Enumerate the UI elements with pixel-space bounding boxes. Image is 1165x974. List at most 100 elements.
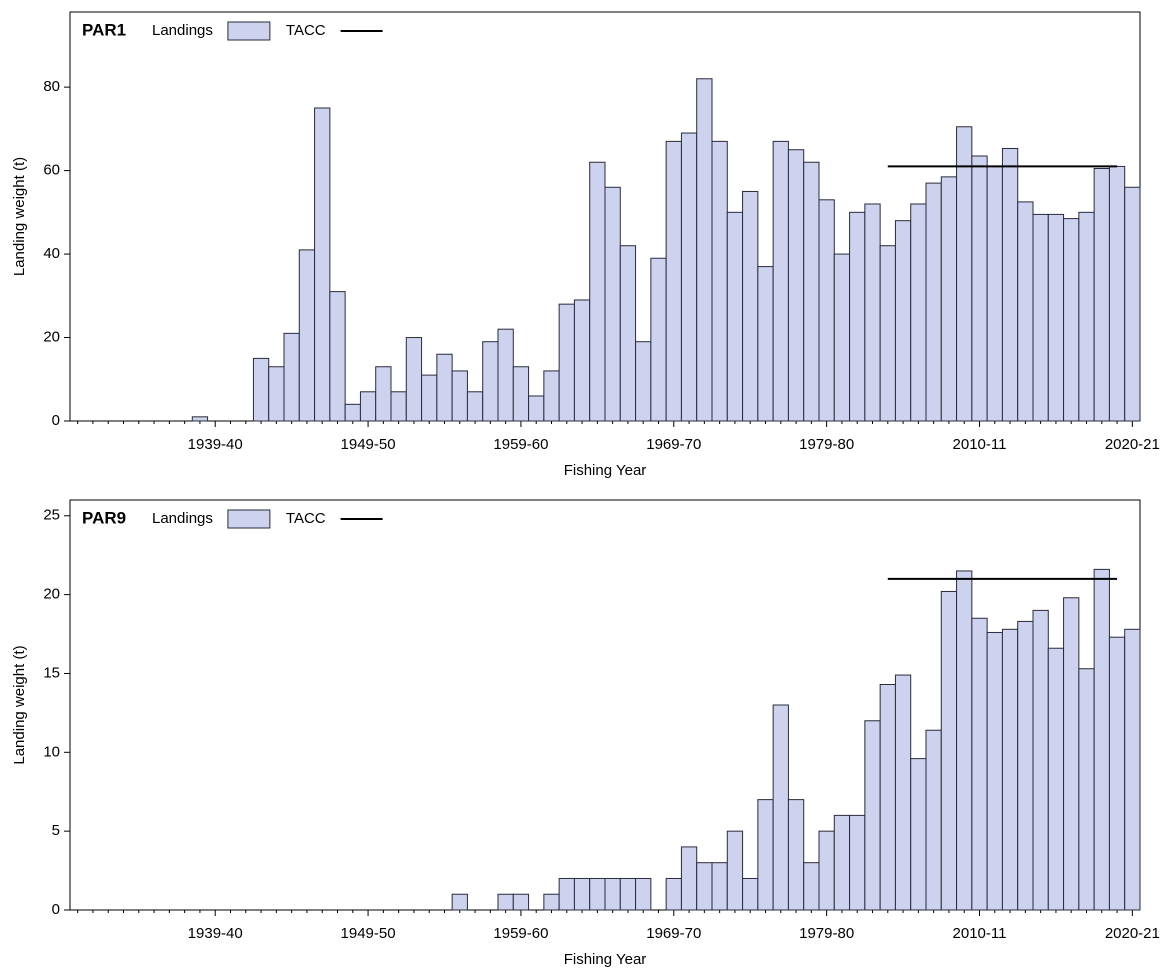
bar [711, 140, 728, 422]
bar [940, 590, 958, 911]
bar [512, 366, 530, 422]
chart-title: PAR1 [82, 20, 126, 39]
bar [252, 357, 270, 422]
bar [665, 877, 682, 911]
bar [1078, 211, 1095, 422]
bar [971, 617, 988, 911]
bar [329, 291, 346, 422]
chart-panel: 0 5 10 15 20 25 1939-40 1949-50 1959-60 1969-70 19… [11, 499, 1160, 968]
bar [1078, 668, 1095, 911]
bar [986, 631, 1003, 911]
bar [925, 729, 942, 911]
y-tick-label: 10 [43, 743, 60, 760]
bar [436, 353, 453, 422]
bar [711, 862, 728, 911]
bar [451, 370, 468, 422]
bar [1124, 628, 1141, 911]
bar [558, 877, 575, 911]
bar [650, 257, 667, 422]
bar [1063, 597, 1080, 911]
bar [849, 211, 866, 422]
x-tick-label: 1949-50 [341, 436, 396, 453]
bar [405, 337, 423, 422]
bar [894, 220, 912, 422]
x-tick-label: 1959-60 [493, 436, 548, 453]
legend-label: TACC [286, 510, 326, 527]
bar [910, 203, 927, 422]
bar [665, 140, 682, 422]
bar [1093, 168, 1110, 422]
bar [1001, 628, 1019, 911]
bar [986, 165, 1003, 422]
bar [925, 182, 942, 422]
bar [772, 704, 789, 911]
y-tick-label: 0 [52, 901, 60, 918]
bar [497, 893, 514, 911]
x-tick-label: 2020-21 [1105, 436, 1160, 453]
y-tick-label: 15 [43, 664, 60, 681]
bar [390, 391, 407, 422]
bar [283, 332, 300, 422]
x-tick-label: 1979-80 [799, 436, 854, 453]
bar [604, 877, 621, 911]
x-tick-label: 1979-80 [799, 925, 854, 942]
bar [298, 249, 316, 422]
bar [940, 176, 958, 422]
bar [497, 328, 514, 422]
bar [680, 846, 698, 911]
bar [1124, 186, 1141, 422]
bar [910, 758, 927, 911]
bar [1017, 620, 1034, 911]
y-axis-label: Landing weight (t) [11, 645, 28, 764]
bar [635, 341, 652, 422]
legend-swatch [227, 509, 271, 529]
bar [589, 161, 606, 422]
bar [604, 186, 621, 422]
bar [864, 203, 881, 422]
bar [543, 370, 560, 422]
bar [894, 674, 912, 911]
x-tick-label: 1949-50 [341, 925, 396, 942]
legend-label: Landings [152, 510, 213, 527]
bar [466, 391, 484, 422]
y-tick-label: 0 [52, 412, 60, 429]
bar [451, 893, 468, 911]
bar [726, 211, 744, 422]
bar [1032, 213, 1049, 422]
bar [344, 403, 361, 422]
bar [635, 877, 652, 911]
x-tick-label: 1939-40 [188, 436, 243, 453]
bar [696, 78, 713, 422]
bar [573, 299, 591, 422]
bar [558, 303, 575, 422]
x-tick-label: 2020-21 [1105, 925, 1160, 942]
x-tick-label: 2010-11 [953, 925, 1007, 942]
bar [1047, 213, 1065, 422]
bar [818, 830, 835, 911]
x-axis-label: Fishing Year [564, 462, 647, 479]
x-tick-label: 1959-60 [493, 925, 548, 942]
bar [1032, 609, 1049, 911]
bar [818, 199, 835, 422]
bar [833, 253, 851, 422]
legend-label: TACC [286, 22, 326, 39]
x-tick-label: 1939-40 [188, 925, 243, 942]
bar [680, 132, 698, 422]
bar [268, 366, 285, 422]
bar [803, 161, 820, 422]
bar [787, 149, 805, 422]
bar [1108, 165, 1126, 422]
x-axis-label: Fishing Year [564, 951, 647, 968]
bar [787, 799, 805, 911]
y-tick-label: 60 [43, 162, 60, 179]
bar [757, 266, 774, 422]
y-tick-label: 40 [43, 245, 60, 262]
bar [191, 416, 209, 422]
bar [864, 720, 881, 911]
bar [619, 877, 637, 911]
bar [314, 107, 331, 422]
bar [589, 877, 606, 911]
bar [375, 366, 392, 422]
x-tick-label: 2010-11 [953, 436, 1007, 453]
